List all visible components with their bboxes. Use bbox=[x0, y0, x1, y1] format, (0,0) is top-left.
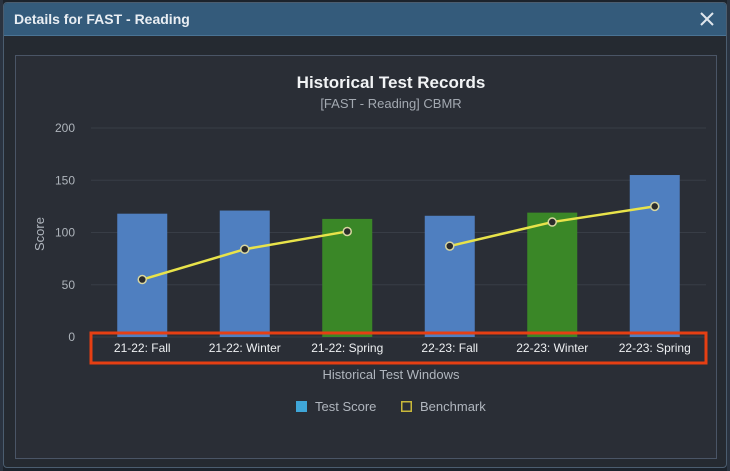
benchmark-point bbox=[445, 241, 455, 251]
x-tick-label: 22-23: Winter bbox=[516, 341, 588, 355]
legend-item[interactable]: Benchmark bbox=[401, 399, 486, 414]
chart-subtitle: [FAST - Reading] CBMR bbox=[320, 96, 461, 111]
y-axis-label: Score bbox=[32, 217, 47, 251]
background-page-left bbox=[0, 0, 3, 471]
x-axis-highlight-box bbox=[89, 331, 708, 365]
dialog-titlebar: Details for FAST - Reading bbox=[4, 3, 726, 36]
y-tick-label: 150 bbox=[55, 173, 75, 187]
y-tick-label: 0 bbox=[68, 330, 75, 344]
x-tick-label: 21-22: Spring bbox=[311, 341, 383, 355]
x-tick-label: 22-23: Spring bbox=[619, 341, 691, 355]
chart-panel: Historical Test Records [FAST - Reading]… bbox=[15, 55, 717, 459]
legend-item[interactable]: Test Score bbox=[296, 399, 376, 414]
benchmark-point bbox=[342, 226, 352, 237]
benchmark-point bbox=[240, 244, 250, 254]
details-dialog: Details for FAST - Reading Historical Te… bbox=[3, 2, 727, 468]
x-tick-label: 21-22: Fall bbox=[114, 341, 171, 355]
close-icon bbox=[700, 12, 714, 26]
x-tick-label: 21-22: Winter bbox=[209, 341, 281, 355]
legend-swatch-test-score bbox=[296, 401, 307, 412]
benchmark-point bbox=[547, 217, 557, 227]
bar-6 bbox=[629, 175, 680, 337]
y-tick-label: 100 bbox=[55, 226, 75, 240]
legend-swatch-benchmark bbox=[401, 401, 412, 412]
benchmark-point bbox=[137, 274, 147, 285]
legend-label: Benchmark bbox=[420, 399, 486, 414]
benchmark-point bbox=[650, 201, 660, 212]
bar-3 bbox=[322, 218, 373, 337]
x-tick-label: 22-23: Fall bbox=[421, 341, 478, 355]
bar-5 bbox=[527, 212, 578, 337]
chart-title: Historical Test Records bbox=[297, 73, 486, 92]
y-tick-label: 50 bbox=[62, 278, 76, 292]
y-tick-label: 200 bbox=[55, 121, 75, 135]
bar-2 bbox=[219, 210, 270, 337]
historical-test-chart: Historical Test Records [FAST - Reading]… bbox=[32, 73, 708, 414]
close-button[interactable] bbox=[696, 8, 718, 30]
dialog-title: Details for FAST - Reading bbox=[14, 11, 190, 27]
legend-label: Test Score bbox=[315, 399, 376, 414]
bar-4 bbox=[424, 215, 475, 337]
background-page-right bbox=[727, 0, 730, 471]
x-axis-label: Historical Test Windows bbox=[322, 367, 460, 382]
